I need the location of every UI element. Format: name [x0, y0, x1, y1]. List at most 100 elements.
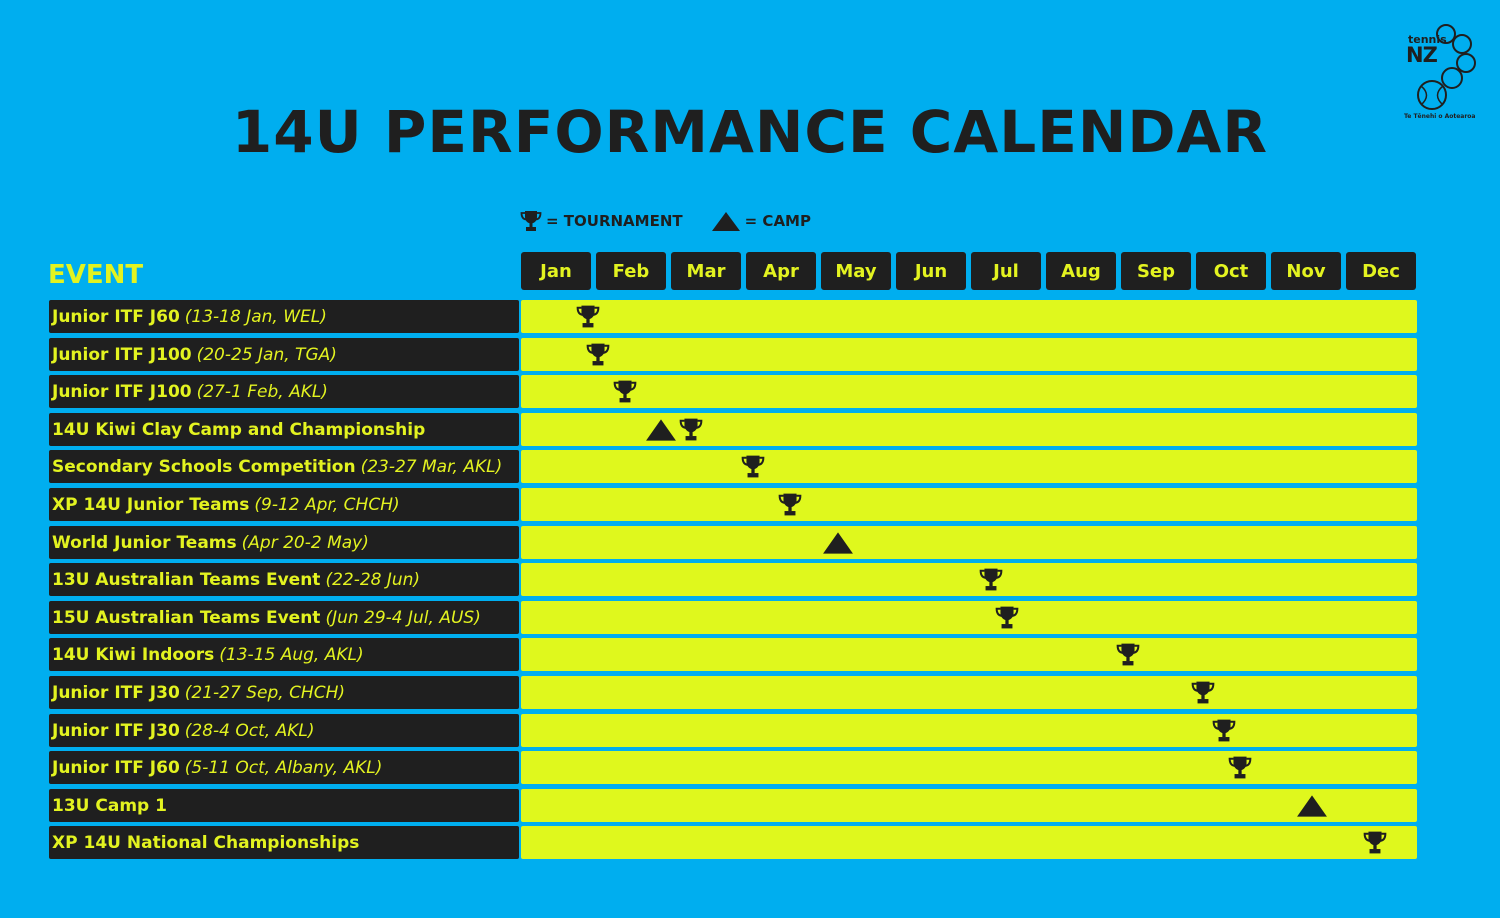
- event-name: Secondary Schools Competition: [52, 456, 356, 477]
- triangle-icon: [645, 418, 677, 446]
- event-row: World Junior Teams (Apr 20-2 May): [49, 526, 1417, 559]
- event-timeline-bar: [521, 413, 1417, 446]
- trophy-icon: [778, 491, 802, 522]
- event-label: 14U Kiwi Indoors (13-15 Aug, AKL): [49, 638, 519, 671]
- triangle-icon: [711, 212, 740, 231]
- trophy-icon: [613, 378, 637, 409]
- event-details: (27-1 Feb, AKL): [196, 381, 328, 402]
- event-row: XP 14U National Championships: [49, 826, 1417, 859]
- month-header-may: May: [821, 252, 891, 290]
- event-timeline-bar: [521, 526, 1417, 559]
- event-timeline-bar: [521, 450, 1417, 483]
- event-name: 14U Kiwi Clay Camp and Championship: [52, 419, 426, 440]
- event-row: 15U Australian Teams Event (Jun 29-4 Jul,…: [49, 601, 1417, 634]
- month-header-sep: Sep: [1121, 252, 1191, 290]
- event-row: 13U Australian Teams Event (22-28 Jun): [49, 563, 1417, 596]
- event-label: 15U Australian Teams Event (Jun 29-4 Jul,…: [49, 601, 519, 634]
- event-label: Junior ITF J100 (27-1 Feb, AKL): [49, 375, 519, 408]
- page-title: 14U PERFORMANCE CALENDAR: [231, 98, 1269, 166]
- trophy-icon: [1191, 679, 1215, 710]
- month-header-nov: Nov: [1271, 252, 1341, 290]
- event-timeline-bar: [521, 375, 1417, 408]
- event-label: Junior ITF J60 (13-18 Jan, WEL): [49, 300, 519, 333]
- event-details: (Jun 29-4 Jul, AUS): [325, 607, 481, 628]
- event-timeline-bar: [521, 676, 1417, 709]
- trophy-icon: [1116, 641, 1140, 672]
- event-details: (22-28 Jun): [325, 569, 421, 590]
- event-name: Junior ITF J30: [52, 682, 180, 703]
- event-name: 13U Australian Teams Event: [52, 569, 321, 590]
- event-details: (13-15 Aug, AKL): [219, 644, 364, 665]
- event-name: XP 14U Junior Teams: [52, 494, 250, 515]
- event-name: Junior ITF J100: [52, 381, 192, 402]
- event-name: 14U Kiwi Indoors: [52, 644, 215, 665]
- event-timeline-bar: [521, 563, 1417, 596]
- event-row: Junior ITF J30 (28-4 Oct, AKL): [49, 714, 1417, 747]
- tennis-nz-logo: tennis NZ Te Tēnehi o Aotearoa: [1402, 20, 1482, 130]
- event-timeline-bar: [521, 300, 1417, 333]
- tennis-balls-icon: [1417, 24, 1476, 110]
- trophy-icon: [679, 416, 703, 447]
- event-label: 13U Camp 1: [49, 789, 519, 822]
- event-name: 15U Australian Teams Event: [52, 607, 321, 628]
- event-details: (13-18 Jan, WEL): [184, 306, 327, 327]
- month-header-oct: Oct: [1196, 252, 1266, 290]
- event-timeline-bar: [521, 488, 1417, 521]
- event-label: World Junior Teams (Apr 20-2 May): [49, 526, 519, 559]
- month-header-feb: Feb: [596, 252, 666, 290]
- event-details: (20-25 Jan, TGA): [196, 344, 337, 365]
- month-header-jan: Jan: [521, 252, 591, 290]
- triangle-icon: [822, 531, 854, 559]
- month-header-aug: Aug: [1046, 252, 1116, 290]
- legend-camp-label: = CAMP: [744, 212, 811, 230]
- trophy-icon: [1228, 754, 1252, 785]
- event-label: XP 14U Junior Teams (9-12 Apr, CHCH): [49, 488, 519, 521]
- month-header-jul: Jul: [971, 252, 1041, 290]
- event-label: 14U Kiwi Clay Camp and Championship: [49, 413, 519, 446]
- trophy-icon: [520, 211, 542, 231]
- event-timeline-bar: [521, 338, 1417, 371]
- event-row: Junior ITF J30 (21-27 Sep, CHCH): [49, 676, 1417, 709]
- event-name: Junior ITF J60: [52, 757, 180, 778]
- event-details: (21-27 Sep, CHCH): [184, 682, 346, 703]
- event-label: 13U Australian Teams Event (22-28 Jun): [49, 563, 519, 596]
- event-name: 13U Camp 1: [52, 795, 167, 816]
- event-details: (28-4 Oct, AKL): [184, 720, 315, 741]
- month-header-jun: Jun: [896, 252, 966, 290]
- legend-tournament-label: = TOURNAMENT: [546, 212, 683, 230]
- month-header-mar: Mar: [671, 252, 741, 290]
- event-row: Junior ITF J100 (20-25 Jan, TGA): [49, 338, 1417, 371]
- event-timeline-bar: [521, 601, 1417, 634]
- event-label: XP 14U National Championships: [49, 826, 519, 859]
- event-details: (Apr 20-2 May): [241, 532, 369, 553]
- event-details: (5-11 Oct, Albany, AKL): [184, 757, 383, 778]
- event-timeline-bar: [521, 826, 1417, 859]
- trophy-icon: [586, 341, 610, 372]
- logo-nz: NZ: [1406, 43, 1438, 67]
- event-column-header: EVENT: [48, 260, 144, 290]
- logo-subtitle: Te Tēnehi o Aotearoa: [1404, 113, 1476, 120]
- event-name: Junior ITF J60: [52, 306, 180, 327]
- legend: = TOURNAMENT = CAMP: [520, 208, 839, 234]
- event-label: Junior ITF J60 (5-11 Oct, Albany, AKL): [49, 751, 519, 784]
- event-name: XP 14U National Championships: [52, 832, 360, 853]
- event-name: Junior ITF J100: [52, 344, 192, 365]
- trophy-icon: [979, 566, 1003, 597]
- event-row: 14U Kiwi Clay Camp and Championship: [49, 413, 1417, 446]
- event-label: Junior ITF J30 (28-4 Oct, AKL): [49, 714, 519, 747]
- event-row: 13U Camp 1: [49, 789, 1417, 822]
- event-row: Junior ITF J60 (13-18 Jan, WEL): [49, 300, 1417, 333]
- event-row: Secondary Schools Competition (23-27 Mar,…: [49, 450, 1417, 483]
- event-details: (23-27 Mar, AKL): [360, 456, 503, 477]
- logo-word: tennis: [1408, 33, 1447, 46]
- month-header-row: Jan Feb Mar Apr May Jun Jul Aug Sep Oct Nov Dec: [521, 252, 1417, 290]
- legend-tournament: = TOURNAMENT: [520, 209, 683, 233]
- month-header-apr: Apr: [746, 252, 816, 290]
- trophy-icon: [995, 604, 1019, 635]
- event-timeline-bar: [521, 638, 1417, 671]
- trophy-icon: [1212, 717, 1236, 748]
- event-details: (9-12 Apr, CHCH): [254, 494, 400, 515]
- event-timeline-bar: [521, 751, 1417, 784]
- triangle-icon: [1296, 794, 1328, 822]
- event-name: World Junior Teams: [52, 532, 237, 553]
